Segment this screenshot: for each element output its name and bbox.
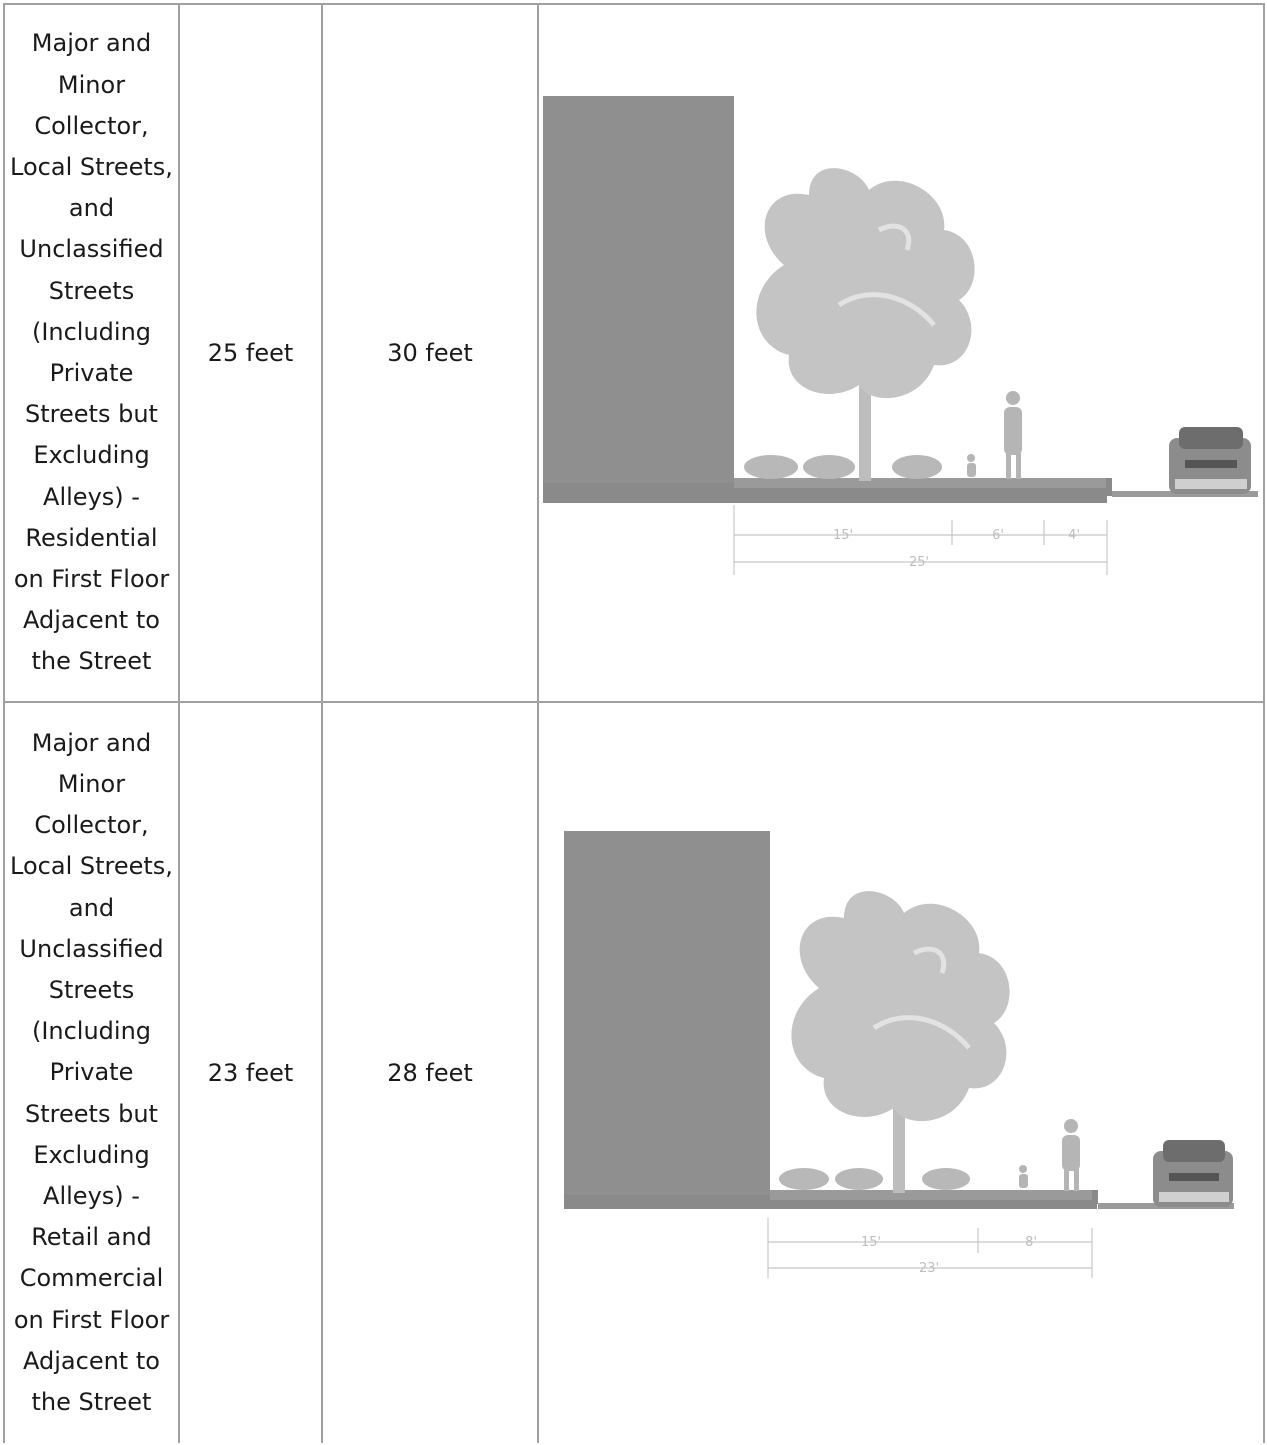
- min-setback-cell: 25 feet: [178, 3, 323, 703]
- car-icon: [1169, 427, 1251, 494]
- max-setback-value: 28 feet: [387, 1059, 473, 1087]
- street-type-cell: Major and Minor Collector, Local Streets…: [3, 701, 180, 1443]
- min-setback-value: 25 feet: [207, 339, 294, 367]
- dimension-total-label: 25': [909, 555, 929, 570]
- dimension-label: 4': [1068, 528, 1080, 543]
- street-section-diagram: 15' 8' 23': [564, 831, 1234, 1278]
- shrub-icon: [744, 455, 942, 479]
- dimension-label: 15': [861, 1235, 881, 1250]
- sidewalk: [770, 1190, 1097, 1200]
- building-block: [564, 831, 770, 1209]
- section-diagram-cell: 15' 6' 4' 25': [537, 3, 1265, 703]
- dimension-label: 8': [1025, 1235, 1037, 1250]
- building-block: [543, 96, 734, 494]
- tree-icon: [791, 891, 1010, 1193]
- shrub-icon: [779, 1168, 970, 1190]
- setback-table: Major and Minor Collector, Local Streets…: [3, 3, 1265, 1443]
- min-setback-cell: 23 feet: [178, 701, 323, 1443]
- dimension-label: 6': [992, 528, 1004, 543]
- sidewalk: [734, 478, 1112, 488]
- street-section-diagram: 15' 6' 4' 25': [543, 96, 1258, 575]
- max-setback-value: 30 feet: [387, 339, 473, 367]
- pedestrian-icon: [967, 391, 1022, 479]
- table-row: Major and Minor Collector, Local Streets…: [3, 3, 1265, 703]
- dimension-total-label: 23': [919, 1261, 939, 1276]
- table-row: Major and Minor Collector, Local Streets…: [3, 701, 1265, 1443]
- pedestrian-icon: [1019, 1119, 1080, 1191]
- max-setback-cell: 28 feet: [321, 701, 539, 1443]
- dimension-lines: [767, 1218, 1093, 1278]
- section-diagram-cell: 15' 8' 23': [537, 701, 1265, 1443]
- dimension-label: 15': [833, 528, 853, 543]
- street-type-text: Major and Minor Collector, Local Streets…: [10, 29, 173, 676]
- street-type-text: Major and Minor Collector, Local Streets…: [10, 728, 173, 1417]
- car-icon: [1153, 1140, 1233, 1207]
- min-setback-value: 23 feet: [207, 1059, 294, 1087]
- curb: [1092, 1190, 1098, 1204]
- max-setback-cell: 30 feet: [321, 3, 539, 703]
- curb: [1106, 478, 1112, 496]
- tree-icon: [756, 168, 975, 481]
- street-type-cell: Major and Minor Collector, Local Streets…: [3, 3, 180, 703]
- dimension-lines: [733, 505, 1108, 575]
